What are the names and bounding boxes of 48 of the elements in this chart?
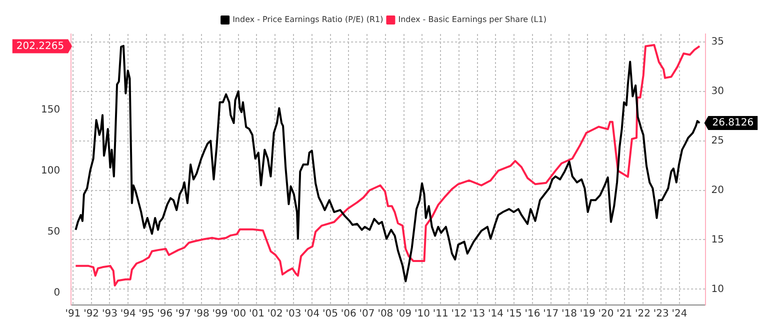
x-tick-label: '06 — [340, 308, 356, 320]
text: 202.2265 — [16, 40, 64, 52]
text: 26.8126 — [712, 118, 754, 129]
x-tick-label: '17 — [543, 308, 559, 320]
x-tick-label: '22 — [635, 308, 651, 320]
x-tick-label: '03 — [286, 308, 302, 320]
x-tick-label: '14 — [488, 308, 504, 320]
x-tick-label: '10 — [414, 308, 430, 320]
x-tick-label: '98 — [194, 308, 210, 320]
x-tick-label: '11 — [432, 308, 448, 320]
x-tick-label: '16 — [524, 308, 540, 320]
x-tick-label: '23 — [653, 308, 669, 320]
y2-tick-label: 10 — [711, 284, 724, 295]
x-tick-label: '99 — [212, 308, 228, 320]
y2-tick-label: 25 — [711, 135, 724, 146]
x-tick-label: '05 — [322, 308, 338, 320]
x-tick-label: '00 — [230, 308, 246, 320]
x-tick-label: '09 — [396, 308, 412, 320]
x-tick-label: '04 — [304, 308, 320, 320]
y2-tick-label: 35 — [711, 36, 724, 48]
y-tick-label: 0 — [54, 287, 60, 298]
y2-tick-label: 15 — [711, 234, 724, 246]
x-tick-label: '92 — [84, 308, 100, 320]
y-tick-label: 150 — [40, 104, 60, 116]
x-tick-label: '95 — [138, 308, 154, 320]
x-tick-label: '02 — [267, 308, 283, 320]
x-tick-label: '96 — [157, 308, 173, 320]
x-tick-label: '07 — [359, 308, 375, 320]
x-tick-label: '91 — [65, 308, 81, 320]
x-tick-label: '93 — [102, 308, 118, 320]
x-tick-label: '01 — [249, 308, 264, 320]
x-tick-label: '12 — [451, 308, 467, 320]
x-tick-label: '94 — [120, 308, 136, 320]
x-tick-label: '20 — [598, 308, 614, 320]
y-tick-label: 100 — [40, 165, 60, 176]
legend-label: Index - Basic Earnings per Share (L1) — [398, 15, 546, 24]
x-tick-label: '15 — [506, 308, 522, 320]
y2-tick-label: 20 — [711, 184, 724, 196]
x-tick-label: '13 — [470, 308, 486, 320]
x-tick-label: '08 — [378, 308, 394, 320]
x-tick-label: '21 — [616, 308, 632, 320]
y2-tick-label: 30 — [711, 86, 724, 97]
legend-label: Index - Price Earnings Ratio (P/E) (R1) — [232, 15, 384, 24]
y-tick-label: 50 — [47, 226, 60, 238]
x-tick-label: '18 — [562, 308, 577, 320]
x-tick-label: '19 — [580, 308, 596, 320]
x-tick-label: '97 — [175, 308, 191, 320]
x-tick-label: '24 — [672, 308, 688, 320]
